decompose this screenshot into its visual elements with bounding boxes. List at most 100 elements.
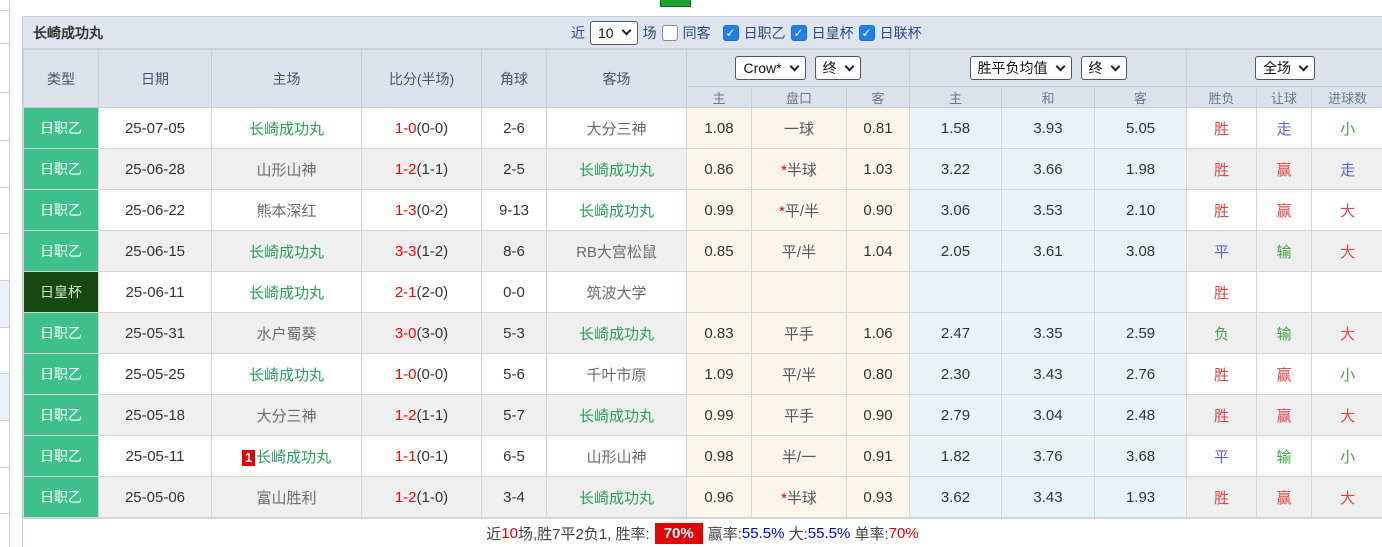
goals-result-cell: 小 (1311, 435, 1382, 477)
avg-type-select[interactable]: 胜平负均值 (969, 56, 1072, 80)
league-badge-cell: 日职乙 (23, 189, 99, 231)
team-name[interactable]: 富山胜利 (256, 489, 317, 507)
match-row: 日职乙 25-06-15 长崎成功丸 3-3(1-2) 8-6 RB大宫松鼠 0.85 平/半… (23, 230, 1382, 272)
avg-time-select[interactable]: 终 (1080, 56, 1127, 80)
odds-home-cell: 0.99 (686, 189, 752, 231)
summary-text: 10 (501, 525, 518, 542)
home-team-cell: 1 长崎成功丸 (211, 435, 362, 477)
match-row: 日职乙 25-05-11 1 长崎成功丸 1-1(0-1) 6-5 山形山神 0.98 半/一 0… (23, 435, 1382, 477)
odds-home-cell: 1.09 (686, 353, 752, 395)
team-name[interactable]: 长崎成功丸 (256, 448, 332, 466)
team-name[interactable]: 长崎成功丸 (578, 202, 654, 220)
league-badge: 日职乙 (24, 149, 98, 189)
team-name[interactable]: 山形山神 (256, 161, 317, 179)
goals-result-cell: 大 (1311, 476, 1382, 518)
checkbox-league-2[interactable]: ✓ (858, 24, 875, 41)
corners-cell: 9-13 (481, 189, 547, 231)
avg-away-cell: 1.98 (1094, 148, 1188, 190)
outcome-cell: 胜 (1186, 394, 1258, 436)
odds-time-select[interactable]: 终 (814, 56, 861, 80)
team-name[interactable]: 山形山神 (586, 448, 647, 466)
checkbox-same-away[interactable] (661, 24, 678, 41)
avg-away-cell: 3.08 (1094, 230, 1188, 272)
avg-away-cell: 2.10 (1094, 189, 1188, 231)
team-name[interactable]: 大分三神 (586, 120, 647, 138)
chevron-down-icon (621, 25, 632, 36)
title-bar: 长崎成功丸 近 10 场 同客 ✓ 日职乙 ✓ 日皇杯 ✓ 日联杯 (23, 17, 1382, 49)
team-name[interactable]: 水户蜀葵 (256, 325, 317, 343)
result-scope-select[interactable]: 全场 (1255, 56, 1316, 80)
outcome-cell: 胜 (1186, 353, 1258, 395)
handicap-result-cell: 走 (1256, 107, 1313, 149)
handicap-result-cell (1256, 271, 1313, 313)
league-badge-cell: 日职乙 (23, 230, 99, 272)
handicap-cell: 平手 (751, 394, 847, 436)
away-team-cell: 长崎成功丸 (546, 476, 687, 518)
handicap-result-cell: 输 (1256, 312, 1313, 354)
odds-away-cell: 0.90 (845, 189, 911, 231)
league-badge: 日职乙 (24, 395, 98, 435)
odds-company-select[interactable]: Crow* (735, 56, 806, 80)
match-date: 25-05-31 (98, 312, 212, 354)
league-label-0: 日职乙 (743, 24, 786, 41)
avg-home-cell: 2.05 (909, 230, 1003, 272)
goals-result-cell: 大 (1311, 394, 1382, 436)
league-badge: 日职乙 (24, 231, 98, 271)
sub-header-avg-draw: 和 (1001, 86, 1096, 108)
chevron-down-icon (789, 61, 800, 71)
avg-draw-cell (1001, 271, 1096, 313)
checkbox-league-0[interactable]: ✓ (722, 24, 739, 41)
score-cell: 1-2(1-1) (361, 394, 482, 436)
match-row: 日职乙 25-07-05 长崎成功丸 1-0(0-0) 2-6 大分三神 1.08 一球 0.8… (23, 107, 1382, 149)
avg-draw-cell: 3.76 (1001, 435, 1096, 477)
avg-home-cell: 3.62 (909, 476, 1003, 518)
recent-count-select[interactable]: 10 (590, 20, 638, 45)
filter-controls: 近 10 场 同客 ✓ 日职乙 ✓ 日皇杯 ✓ 日联杯 (571, 17, 922, 48)
avg-away-cell (1094, 271, 1188, 313)
team-name[interactable]: 长崎成功丸 (248, 366, 324, 384)
league-badge: 日职乙 (24, 436, 98, 476)
odds-home-cell: 0.99 (686, 394, 752, 436)
team-name[interactable]: 长崎成功丸 (248, 120, 324, 138)
handicap-cell: 平/半 (751, 230, 847, 272)
team-name[interactable]: 熊本深红 (256, 202, 317, 220)
goals-result-cell: 小 (1311, 107, 1382, 149)
page-title: 长崎成功丸 (33, 24, 103, 41)
checkbox-league-1[interactable]: ✓ (790, 24, 807, 41)
sub-header-handicap: 盘口 (751, 86, 847, 108)
league-badge: 日职乙 (24, 313, 98, 353)
avg-away-cell: 3.68 (1094, 435, 1188, 477)
match-date: 25-06-22 (98, 189, 212, 231)
sub-header-avg-away: 客 (1094, 86, 1188, 108)
home-team-cell: 山形山神 (211, 148, 362, 190)
chevron-down-icon (844, 61, 855, 71)
avg-draw-cell: 3.93 (1001, 107, 1096, 149)
team-name[interactable]: 长崎成功丸 (248, 284, 324, 302)
team-name[interactable]: 长崎成功丸 (578, 161, 654, 179)
avg-draw-cell: 3.53 (1001, 189, 1096, 231)
league-badge: 日职乙 (24, 354, 98, 394)
match-date: 25-05-18 (98, 394, 212, 436)
team-name[interactable]: RB大宫松鼠 (576, 243, 657, 261)
odds-away-cell: 1.06 (845, 312, 911, 354)
avg-away-cell: 2.48 (1094, 394, 1188, 436)
league-badge-cell: 日职乙 (23, 312, 99, 354)
team-name[interactable]: 长崎成功丸 (578, 489, 654, 507)
avg-draw-cell: 3.61 (1001, 230, 1096, 272)
home-team-cell: 长崎成功丸 (211, 107, 362, 149)
matches-table: 类型 日期 主场 比分(半场) 角球 客场 Crow* 终 (23, 49, 1382, 518)
team-name[interactable]: 筑波大学 (586, 284, 647, 302)
col-header-away: 客场 (546, 49, 687, 108)
team-name[interactable]: 千叶市原 (586, 366, 647, 384)
handicap-cell: *平/半 (751, 189, 847, 231)
outcome-cell: 胜 (1186, 107, 1258, 149)
team-name[interactable]: 长崎成功丸 (578, 407, 654, 425)
team-name[interactable]: 长崎成功丸 (248, 243, 324, 261)
team-name[interactable]: 长崎成功丸 (578, 325, 654, 343)
avg-draw-cell: 3.43 (1001, 353, 1096, 395)
avg-draw-cell: 3.35 (1001, 312, 1096, 354)
avg-home-cell: 3.22 (909, 148, 1003, 190)
league-badge-cell: 日职乙 (23, 353, 99, 395)
team-name[interactable]: 大分三神 (256, 407, 317, 425)
league-badge-cell: 日职乙 (23, 476, 99, 518)
